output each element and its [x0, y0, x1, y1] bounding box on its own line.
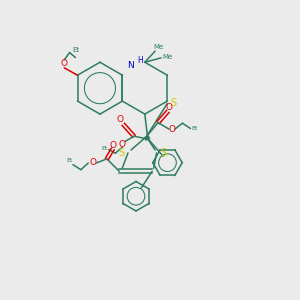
Text: Et: Et	[67, 158, 73, 164]
Text: O: O	[60, 59, 67, 68]
Text: N: N	[127, 61, 134, 70]
Text: Et: Et	[192, 126, 198, 131]
Text: S: S	[160, 148, 166, 158]
Text: S: S	[118, 148, 124, 158]
Text: O: O	[110, 141, 117, 150]
Text: O: O	[168, 124, 175, 134]
Text: Et: Et	[101, 146, 108, 151]
Text: Me: Me	[154, 44, 164, 50]
Text: O: O	[166, 103, 172, 112]
Text: O: O	[119, 140, 126, 149]
Text: Me: Me	[163, 54, 173, 60]
Text: O: O	[89, 158, 96, 167]
Text: Et: Et	[72, 46, 79, 52]
Text: H: H	[137, 56, 143, 65]
Text: O: O	[117, 116, 124, 124]
Text: S: S	[171, 98, 177, 109]
